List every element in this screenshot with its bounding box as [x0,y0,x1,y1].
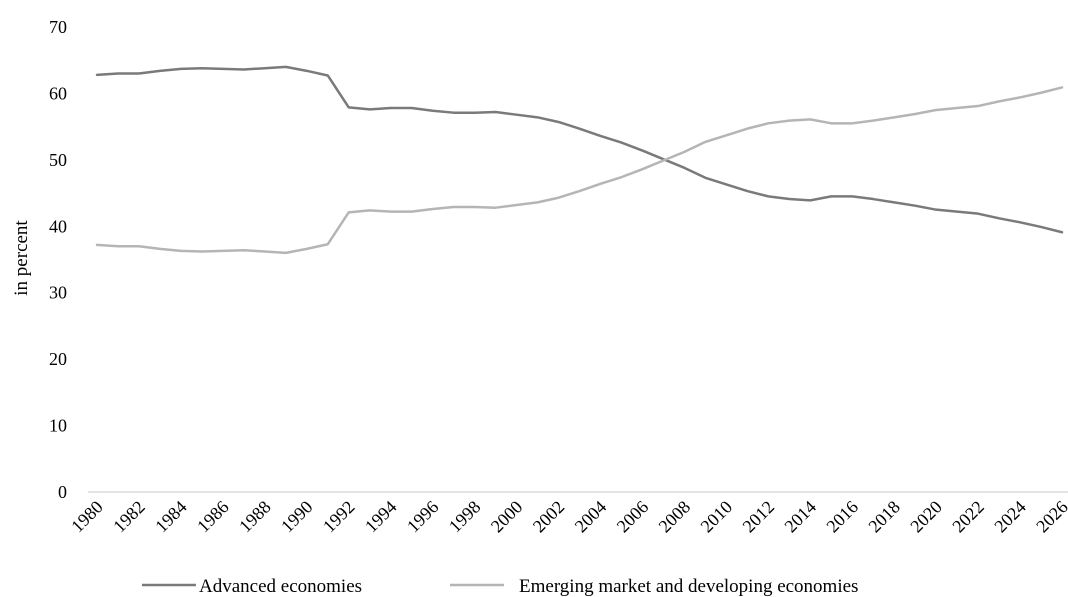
legend: Advanced economies Emerging market and de… [142,576,858,597]
x-tick-label: 2014 [780,497,820,537]
y-axis-ticks: 0 10 20 30 40 50 60 70 [49,17,67,502]
x-tick-label: 2020 [906,497,946,537]
x-tick-label: 2018 [864,497,904,537]
x-axis-ticks: 1980 1982 1984 1986 1988 1990 1992 1994 1996 1998… [67,497,1068,537]
x-tick-label: 2006 [613,497,653,537]
series-line-advanced-economies [95,65,1064,234]
x-tick-label: 1986 [193,497,233,537]
x-tick-label: 2022 [948,497,988,537]
x-tick-label: 1996 [403,497,443,537]
x-tick-label: 1988 [235,497,275,537]
x-tick-label: 1982 [109,497,149,537]
series-line-emerging-economies [95,86,1064,255]
y-tick-label: 60 [49,83,67,103]
legend-label: Advanced economies [199,576,362,597]
x-tick-label: 1992 [319,497,359,537]
y-tick-label: 10 [49,416,67,436]
y-tick-label: 30 [49,283,67,303]
x-tick-label: 2016 [822,497,862,537]
x-tick-label: 2008 [655,497,695,537]
x-tick-label: 1990 [277,497,317,537]
legend-label: Emerging market and developing economies [519,576,858,597]
x-tick-label: 1980 [67,497,107,537]
x-tick-label: 2004 [571,497,611,537]
x-tick-label: 1994 [361,497,401,537]
y-tick-label: 20 [49,349,67,369]
y-tick-label: 0 [58,482,67,502]
y-tick-label: 40 [49,216,67,236]
x-tick-label: 2010 [697,497,737,537]
x-tick-label: 1998 [445,497,485,537]
x-tick-label: 1984 [151,497,191,537]
x-tick-label: 2024 [990,497,1030,537]
y-tick-label: 50 [49,150,67,170]
series-lines [95,65,1064,255]
x-tick-label: 2012 [739,497,779,537]
y-tick-label: 70 [49,17,67,37]
x-tick-label: 2002 [529,497,569,537]
y-axis-title: in percent [11,220,32,296]
x-tick-label: 2026 [1032,497,1068,537]
x-tick-label: 2000 [487,497,527,537]
